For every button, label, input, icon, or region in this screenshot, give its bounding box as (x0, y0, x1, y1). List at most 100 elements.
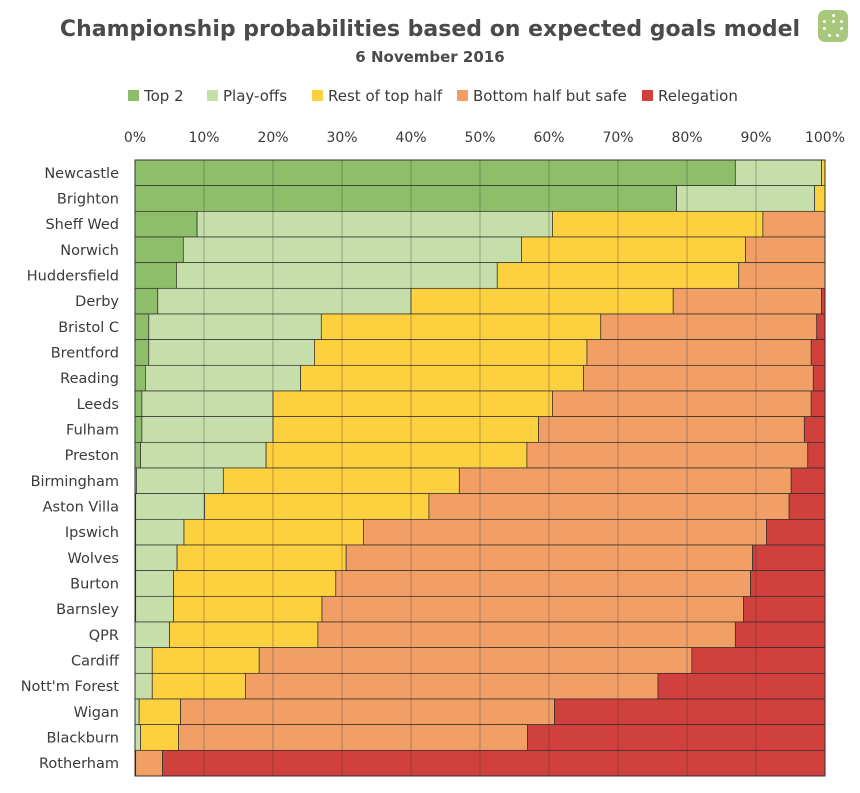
bar-segment (803, 416, 826, 443)
bar-segment (222, 467, 460, 495)
bar-segment (538, 416, 805, 443)
bar-segment (245, 672, 659, 700)
bar-segment (527, 724, 826, 751)
bar-segment (145, 364, 301, 392)
chart-title: Championship probabilities based on expe… (60, 17, 800, 42)
bar-segment (134, 236, 184, 264)
bar-segment (335, 570, 751, 597)
bar-segment (162, 749, 826, 777)
bar-segment (135, 749, 163, 777)
bar-segment (657, 672, 826, 700)
legend-swatch (312, 90, 323, 101)
x-tick-label: 100% (805, 130, 845, 146)
x-tick-label: 50% (464, 130, 495, 146)
bar-segment (600, 313, 818, 341)
legend-swatch (457, 90, 468, 101)
bar-segment (140, 724, 179, 751)
legend-label: Rest of top half (328, 87, 443, 105)
team-label: Brentford (51, 346, 119, 362)
bar-segment (272, 390, 553, 418)
bar-segment (265, 441, 528, 469)
bar-segment (745, 236, 826, 264)
bar-segment (135, 493, 206, 520)
team-label: Derby (75, 294, 119, 310)
bar-segment (321, 595, 744, 623)
bar-segment (134, 698, 140, 726)
x-tick-label: 0% (124, 130, 146, 146)
bar-segment (134, 621, 170, 649)
bar-segment (734, 621, 826, 649)
bar-segment (743, 595, 826, 623)
legend-item: Bottom half but safe (457, 87, 627, 105)
brand-logo (818, 10, 848, 42)
team-label: Nott'm Forest (21, 679, 120, 695)
bar-segment (173, 595, 323, 623)
plot-border (134, 159, 826, 777)
bar-segment (134, 647, 153, 674)
bar-segment (526, 441, 809, 469)
team-label: Bristol C (58, 320, 119, 336)
team-labels: Newcastle Brighton Sheff Wed Norwich Hudders… (21, 166, 120, 772)
team-label: Norwich (60, 243, 119, 259)
bar-segment (173, 570, 337, 597)
bar-segment (752, 544, 826, 572)
bar-segment (691, 647, 826, 674)
bar-segment (734, 159, 822, 187)
bar-segment (136, 467, 224, 495)
bar-segment (810, 339, 826, 366)
bar-segment (788, 493, 826, 520)
bar-segment (138, 698, 181, 726)
bar-segment (176, 262, 498, 289)
x-tick-label: 70% (602, 130, 633, 146)
bar-segment (554, 698, 826, 726)
x-tick-label: 40% (395, 130, 426, 146)
x-tick-label: 90% (740, 130, 771, 146)
bar-segment (765, 518, 826, 546)
bar-segment (180, 698, 555, 726)
team-label: Newcastle (44, 166, 119, 182)
legend-label: Relegation (658, 87, 738, 105)
bar-segment (178, 724, 528, 751)
bar-segment (258, 647, 693, 674)
bar-segment (134, 364, 146, 392)
team-label: Aston Villa (43, 500, 119, 516)
bars (134, 159, 826, 777)
bar-segment (196, 210, 553, 238)
legend-item: Play-offs (207, 87, 287, 105)
bar-segment (812, 364, 826, 392)
x-tick-label: 30% (326, 130, 357, 146)
bar-segment (135, 518, 185, 546)
bar-segment (790, 467, 826, 495)
bar-segment (157, 287, 412, 315)
bar-segment (816, 313, 826, 341)
bar-segment (134, 313, 150, 341)
bar-segment (410, 287, 674, 315)
team-label: Reading (60, 371, 119, 387)
bar-segment (821, 287, 826, 315)
bar-segment (586, 339, 812, 366)
bar-segment (148, 339, 315, 366)
bar-segment (552, 210, 764, 238)
bar-segment (151, 672, 246, 700)
bar-segment (183, 518, 364, 546)
team-label: Wigan (74, 705, 119, 721)
bar-segment (169, 621, 319, 649)
bar-segment (314, 339, 588, 366)
x-tick-label: 60% (533, 130, 564, 146)
legend-swatch (642, 90, 653, 101)
legend-item: Top 2 (128, 87, 184, 105)
bar-segment (135, 570, 174, 597)
bar-segment (676, 185, 816, 212)
team-label: Birmingham (31, 474, 119, 490)
bar-segment (134, 159, 736, 187)
bar-segment (148, 313, 322, 341)
bar-segment (134, 339, 150, 366)
bar-segment (762, 210, 826, 238)
bar-segment (204, 493, 430, 520)
bar-segment (363, 518, 767, 546)
team-label: Wolves (68, 551, 119, 567)
bar-segment (750, 570, 826, 597)
bar-segment (300, 364, 584, 392)
team-label: Blackburn (46, 731, 119, 747)
x-axis-ticks: 0% 10% 20% 30% 40% 50% 60% 70% 80% 90% 100% (124, 130, 845, 146)
